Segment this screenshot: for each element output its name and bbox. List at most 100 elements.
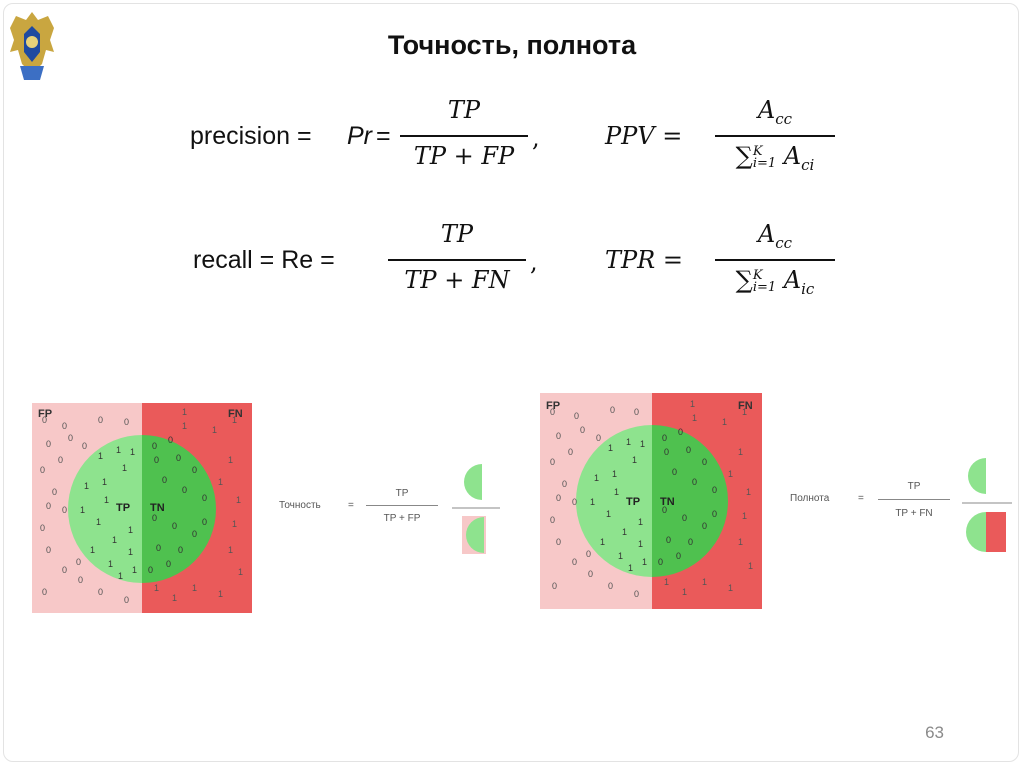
- recall-visual-fraction: [962, 458, 1012, 552]
- svg-text:0: 0: [686, 445, 691, 455]
- svg-text:0: 0: [82, 441, 87, 451]
- precision-prefix: precision =: [190, 122, 312, 150]
- svg-text:0: 0: [588, 569, 593, 579]
- svg-text:0: 0: [98, 587, 103, 597]
- svg-text:0: 0: [550, 515, 555, 525]
- svg-text:1: 1: [192, 583, 197, 593]
- precision-metric-num: TP: [395, 488, 409, 499]
- svg-text:1: 1: [622, 527, 627, 537]
- svg-text:0: 0: [62, 505, 67, 515]
- svg-text:1: 1: [118, 571, 123, 581]
- tpr-fraction-line: [715, 259, 835, 261]
- svg-text:0: 0: [562, 479, 567, 489]
- tpr-term: Aic: [783, 266, 815, 298]
- recall-numerator: TP: [440, 220, 474, 248]
- svg-text:0: 0: [610, 405, 615, 415]
- svg-text:1: 1: [600, 537, 605, 547]
- svg-text:0: 0: [634, 407, 639, 417]
- svg-text:1: 1: [104, 495, 109, 505]
- svg-text:1: 1: [80, 505, 85, 515]
- svg-text:0: 0: [42, 415, 47, 425]
- svg-text:1: 1: [746, 487, 751, 497]
- svg-text:0: 0: [688, 537, 693, 547]
- svg-text:0: 0: [124, 417, 129, 427]
- svg-text:0: 0: [556, 537, 561, 547]
- svg-text:0: 0: [152, 513, 157, 523]
- svg-text:1: 1: [212, 425, 217, 435]
- svg-text:1: 1: [96, 517, 101, 527]
- svg-text:1: 1: [182, 407, 187, 417]
- svg-text:1: 1: [618, 551, 623, 561]
- svg-text:0: 0: [58, 455, 63, 465]
- svg-text:0: 0: [152, 441, 157, 451]
- svg-text:0: 0: [46, 501, 51, 511]
- recall-metric-label: Полнота: [790, 493, 830, 504]
- svg-text:0: 0: [572, 557, 577, 567]
- svg-text:0: 0: [550, 407, 555, 417]
- svg-text:1: 1: [728, 469, 733, 479]
- fp-label: FP: [546, 400, 560, 412]
- svg-text:1: 1: [738, 447, 743, 457]
- tn-label: TN: [660, 496, 675, 508]
- tn-half-circle: [142, 435, 216, 583]
- precision-eq: =: [376, 122, 391, 150]
- precision-numerator: TP: [447, 96, 481, 124]
- svg-text:0: 0: [662, 433, 667, 443]
- ppv-sum-sub: i=1: [752, 155, 777, 171]
- svg-text:0: 0: [202, 517, 207, 527]
- precision-metric-den: TP + FP: [383, 513, 421, 524]
- svg-text:1: 1: [236, 495, 241, 505]
- svg-text:0: 0: [156, 543, 161, 553]
- svg-text:1: 1: [642, 557, 647, 567]
- svg-text:1: 1: [638, 539, 643, 549]
- svg-text:1: 1: [128, 547, 133, 557]
- svg-text:0: 0: [664, 447, 669, 457]
- svg-text:0: 0: [178, 545, 183, 555]
- svg-text:0: 0: [162, 475, 167, 485]
- svg-text:1: 1: [238, 567, 243, 577]
- svg-text:1: 1: [116, 445, 121, 455]
- ppv-sum-sup: K: [752, 143, 763, 159]
- svg-text:0: 0: [176, 453, 181, 463]
- svg-text:0: 0: [62, 565, 67, 575]
- tpr-numerator: Acc: [757, 220, 793, 252]
- svg-text:0: 0: [556, 493, 561, 503]
- svg-text:1: 1: [628, 563, 633, 573]
- svg-text:1: 1: [590, 497, 595, 507]
- svg-text:1: 1: [608, 443, 613, 453]
- svg-text:0: 0: [40, 465, 45, 475]
- svg-text:0: 0: [78, 575, 83, 585]
- svg-text:1: 1: [692, 413, 697, 423]
- svg-text:1: 1: [84, 481, 89, 491]
- svg-text:1: 1: [682, 587, 687, 597]
- recall-metric-num: TP: [907, 481, 921, 492]
- fp-label: FP: [38, 408, 52, 420]
- svg-text:1: 1: [594, 473, 599, 483]
- svg-text:1: 1: [132, 565, 137, 575]
- ppv-numerator: Acc: [757, 96, 793, 128]
- svg-text:0: 0: [552, 581, 557, 591]
- svg-text:1: 1: [232, 415, 237, 425]
- tpr-denominator: ∑K i=1 Aic: [715, 266, 835, 298]
- visual-tp-num: [968, 458, 986, 494]
- svg-text:1: 1: [228, 545, 233, 555]
- svg-text:0: 0: [40, 523, 45, 533]
- svg-text:0: 0: [42, 587, 47, 597]
- svg-text:1: 1: [614, 487, 619, 497]
- page-number: 63: [925, 723, 944, 742]
- svg-text:1: 1: [98, 451, 103, 461]
- svg-text:1: 1: [102, 477, 107, 487]
- svg-text:0: 0: [98, 415, 103, 425]
- svg-text:0: 0: [712, 485, 717, 495]
- svg-text:1: 1: [112, 535, 117, 545]
- emblem-logo: [10, 12, 54, 80]
- tp-half-circle: [68, 435, 142, 583]
- svg-text:0: 0: [712, 509, 717, 519]
- svg-text:0: 0: [154, 455, 159, 465]
- fn-label: FN: [738, 400, 753, 412]
- svg-text:0: 0: [62, 421, 67, 431]
- tp-half-circle: [576, 425, 652, 577]
- svg-text:1: 1: [218, 589, 223, 599]
- svg-text:0: 0: [168, 435, 173, 445]
- svg-text:1: 1: [738, 537, 743, 547]
